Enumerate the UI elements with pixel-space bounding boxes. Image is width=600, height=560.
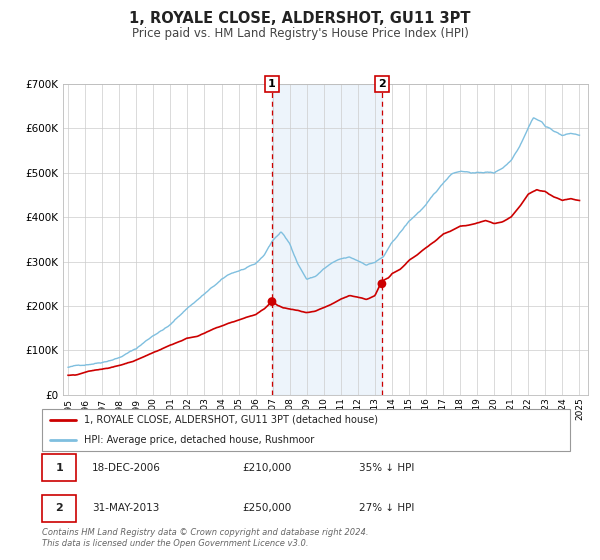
Text: 31-MAY-2013: 31-MAY-2013 (92, 503, 160, 513)
HPI: Average price, detached house, Rushmoor: (2e+03, 6.2e+04): Average price, detached house, Rushmoor:… (65, 364, 72, 371)
1, ROYALE CLOSE, ALDERSHOT, GU11 3PT (detached house) (65, 372, 73, 379)
Text: £210,000: £210,000 (242, 463, 292, 473)
1, ROYALE CLOSE, ALDERSHOT, GU11 3PT (detached house) (197, 332, 204, 338)
Text: 35% ↓ HPI: 35% ↓ HPI (359, 463, 414, 473)
Text: Price paid vs. HM Land Registry's House Price Index (HPI): Price paid vs. HM Land Registry's House … (131, 27, 469, 40)
Text: 27% ↓ HPI: 27% ↓ HPI (359, 503, 414, 513)
Text: 1, ROYALE CLOSE, ALDERSHOT, GU11 3PT: 1, ROYALE CLOSE, ALDERSHOT, GU11 3PT (129, 11, 471, 26)
Text: 2: 2 (55, 503, 63, 513)
HPI: Average price, detached house, Rushmoor: (2.02e+03, 5.85e+05): Average price, detached house, Rushmoor:… (576, 132, 583, 139)
1, ROYALE CLOSE, ALDERSHOT, GU11 3PT (detached house) (297, 308, 304, 315)
Bar (272, 84, 382, 395)
Text: Contains HM Land Registry data © Crown copyright and database right 2024.
This d: Contains HM Land Registry data © Crown c… (42, 528, 368, 548)
Text: 2: 2 (378, 79, 386, 89)
Text: 1: 1 (268, 79, 276, 89)
HPI: Average price, detached house, Rushmoor: (2.02e+03, 4.99e+05): Average price, detached house, Rushmoor:… (449, 170, 457, 176)
1, ROYALE CLOSE, ALDERSHOT, GU11 3PT (detached house) (65, 372, 72, 379)
1, ROYALE CLOSE, ALDERSHOT, GU11 3PT (detached house) (367, 295, 374, 301)
Text: HPI: Average price, detached house, Rushmoor: HPI: Average price, detached house, Rush… (84, 435, 314, 445)
HPI: Average price, detached house, Rushmoor: (2.01e+03, 2.88e+05): Average price, detached house, Rushmoor:… (296, 264, 303, 270)
1, ROYALE CLOSE, ALDERSHOT, GU11 3PT (detached house) (156, 347, 163, 353)
Text: 1, ROYALE CLOSE, ALDERSHOT, GU11 3PT (detached house): 1, ROYALE CLOSE, ALDERSHOT, GU11 3PT (de… (84, 415, 378, 424)
Line: 1, ROYALE CLOSE, ALDERSHOT, GU11 3PT (detached house): 1, ROYALE CLOSE, ALDERSHOT, GU11 3PT (de… (68, 190, 580, 375)
1, ROYALE CLOSE, ALDERSHOT, GU11 3PT (detached house) (576, 197, 583, 204)
HPI: Average price, detached house, Rushmoor: (2.02e+03, 3.92e+05): Average price, detached house, Rushmoor:… (406, 217, 413, 224)
Bar (42, 454, 76, 481)
Text: 1: 1 (55, 463, 63, 473)
Line: HPI: Average price, detached house, Rushmoor: HPI: Average price, detached house, Rush… (68, 118, 580, 367)
HPI: Average price, detached house, Rushmoor: (2.02e+03, 6.24e+05): Average price, detached house, Rushmoor:… (530, 115, 537, 122)
Text: £250,000: £250,000 (242, 503, 292, 513)
HPI: Average price, detached house, Rushmoor: (2e+03, 2.18e+05): Average price, detached house, Rushmoor:… (196, 295, 203, 301)
Text: 18-DEC-2006: 18-DEC-2006 (92, 463, 161, 473)
1, ROYALE CLOSE, ALDERSHOT, GU11 3PT (detached house) (451, 226, 458, 233)
Bar (42, 495, 76, 521)
Point (377, 279, 387, 288)
1, ROYALE CLOSE, ALDERSHOT, GU11 3PT (detached house) (533, 186, 541, 193)
HPI: Average price, detached house, Rushmoor: (2.01e+03, 2.95e+05): Average price, detached house, Rushmoor:… (366, 260, 373, 267)
Point (267, 297, 277, 306)
1, ROYALE CLOSE, ALDERSHOT, GU11 3PT (detached house) (407, 256, 414, 263)
HPI: Average price, detached house, Rushmoor: (2e+03, 1.41e+05): Average price, detached house, Rushmoor:… (155, 329, 162, 335)
